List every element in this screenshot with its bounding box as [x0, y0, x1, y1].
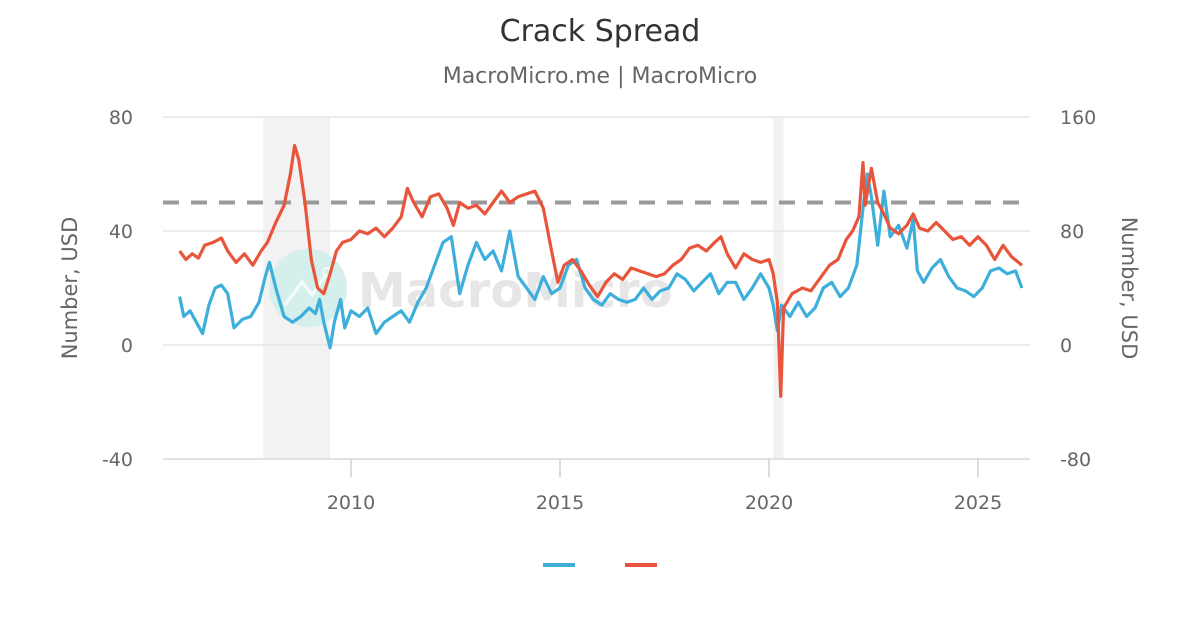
legend-item-red-series[interactable]	[625, 563, 657, 567]
y-tick-left: 80	[109, 107, 133, 129]
legend-item-blue-series[interactable]	[543, 563, 575, 567]
x-tick: 2015	[536, 492, 584, 514]
watermark: MacroMicro	[269, 249, 673, 327]
y-tick-right: 80	[1060, 221, 1084, 243]
chart-subtitle: MacroMicro.me | MacroMicro	[442, 64, 758, 89]
series-blue-line	[178, 172, 1024, 350]
y-axis-left: 80 40 0 -40	[102, 107, 133, 471]
legend-swatch-red	[625, 563, 657, 567]
y-tick-right: 0	[1060, 335, 1072, 357]
y-axis-left-title: Number, USD	[58, 217, 82, 360]
x-tick: 2010	[327, 492, 375, 514]
y-tick-right: 160	[1060, 107, 1096, 129]
watermark-text: MacroMicro	[358, 263, 673, 319]
x-axis: 2010 2015 2020 2025	[327, 459, 1002, 514]
x-tick: 2025	[954, 492, 1002, 514]
y-axis-right: 160 80 0 -80	[1060, 107, 1096, 471]
legend-swatch-blue	[543, 563, 575, 567]
y-axis-right-title: Number, USD	[1117, 217, 1141, 360]
series-lines	[178, 143, 1024, 398]
legend	[0, 563, 1200, 567]
y-tick-left: 40	[109, 221, 133, 243]
y-tick-right: -80	[1060, 449, 1091, 471]
y-tick-left: -40	[102, 449, 133, 471]
x-tick: 2020	[745, 492, 793, 514]
recession-band	[773, 117, 784, 459]
chart-title: Crack Spread	[499, 14, 701, 49]
y-tick-left: 0	[121, 335, 133, 357]
series-red-line	[178, 143, 1023, 398]
